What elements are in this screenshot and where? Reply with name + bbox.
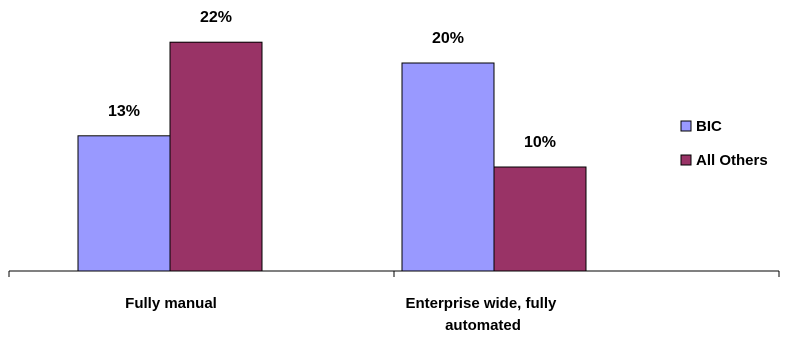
data-label-all-others: 22% xyxy=(200,9,232,26)
category-label-line: automated xyxy=(445,317,521,334)
data-label-bic: 13% xyxy=(108,103,140,120)
legend-label-all-others: All Others xyxy=(696,152,768,169)
legend: BIC All Others xyxy=(680,118,768,169)
category-labels: Fully manual Enterprise wide, fully auto… xyxy=(125,295,560,334)
bar-all-others xyxy=(169,41,263,272)
x-axis xyxy=(8,270,780,277)
legend-swatch-bic xyxy=(680,120,692,132)
category-label: Enterprise wide, fully automated xyxy=(405,295,560,334)
legend-item-all-others: All Others xyxy=(680,152,768,169)
legend-label-bic: BIC xyxy=(696,118,722,135)
data-label-all-others: 10% xyxy=(524,134,556,151)
category-label: Fully manual xyxy=(125,295,217,312)
legend-swatch-all-others xyxy=(680,154,692,166)
data-label-bic: 20% xyxy=(432,30,464,47)
bar-bic xyxy=(77,135,171,272)
category-label-line: Enterprise wide, fully xyxy=(405,295,557,312)
bars-layer xyxy=(77,41,587,272)
bar-bic xyxy=(401,62,495,272)
bar-all-others xyxy=(493,166,587,272)
value-labels-layer: 13% 20% 22% 10% xyxy=(108,9,556,151)
legend-item-bic: BIC xyxy=(680,118,722,135)
